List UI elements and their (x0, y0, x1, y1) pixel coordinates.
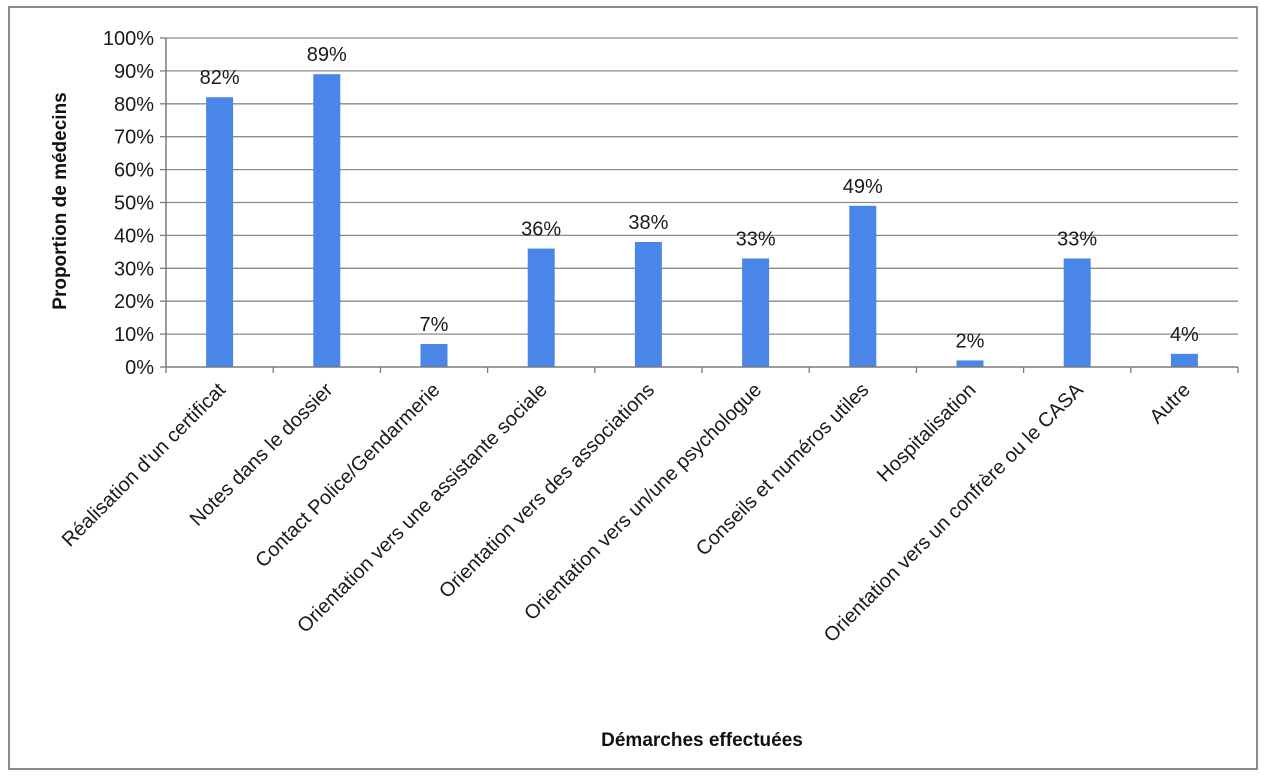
bar (527, 248, 555, 367)
category-label: Conseils et numéros utiles (692, 379, 873, 560)
y-tick-label: 80% (114, 94, 154, 116)
data-label: 4% (1170, 324, 1199, 346)
y-axis-title: Proportion de médecins (50, 92, 71, 309)
bar (742, 258, 770, 367)
data-label: 7% (420, 314, 449, 336)
y-tick-label: 100% (103, 28, 154, 50)
category-label: Autre (1146, 379, 1195, 428)
category-label: Orientation vers des associations (435, 379, 659, 603)
y-tick-labels: 0% 10% 20% 30% 40% 50% 60% 70% 80% 90% 100% (103, 28, 154, 379)
data-label: 36% (521, 219, 561, 241)
bar (1063, 258, 1091, 367)
y-tick-label: 10% (114, 324, 154, 346)
data-labels: 82% 89% 7% 36% 38% 33% 49% 2% 33% 4% (200, 44, 1199, 352)
data-label: 38% (628, 212, 668, 234)
bar (420, 343, 448, 367)
bar (313, 74, 341, 367)
bar (849, 205, 877, 367)
y-tick-label: 90% (114, 61, 154, 83)
bar (634, 241, 662, 367)
data-label: 33% (736, 228, 776, 250)
bar (1170, 353, 1198, 367)
y-tick-label: 40% (114, 225, 154, 247)
y-tick-label: 30% (114, 258, 154, 280)
data-label: 33% (1057, 228, 1097, 250)
axes (160, 37, 1239, 373)
data-label: 2% (956, 330, 985, 352)
x-axis-title: Démarches effectuées (601, 730, 803, 751)
category-label: Contact Police/Gendarmerie (251, 379, 444, 572)
category-label: Hospitalisation (873, 379, 981, 487)
bar (956, 360, 984, 367)
y-tick-label: 70% (114, 127, 154, 149)
y-tick-label: 60% (114, 160, 154, 182)
bars (206, 74, 1198, 367)
data-label: 89% (307, 44, 347, 66)
category-label: Orientation vers un/une psychologue (520, 379, 766, 625)
y-tick-label: 20% (114, 291, 154, 313)
data-label: 82% (200, 67, 240, 89)
bar (206, 97, 234, 367)
data-label: 49% (843, 176, 883, 198)
y-tick-label: 0% (125, 357, 154, 379)
gridlines (166, 37, 1238, 335)
y-tick-label: 50% (114, 193, 154, 215)
